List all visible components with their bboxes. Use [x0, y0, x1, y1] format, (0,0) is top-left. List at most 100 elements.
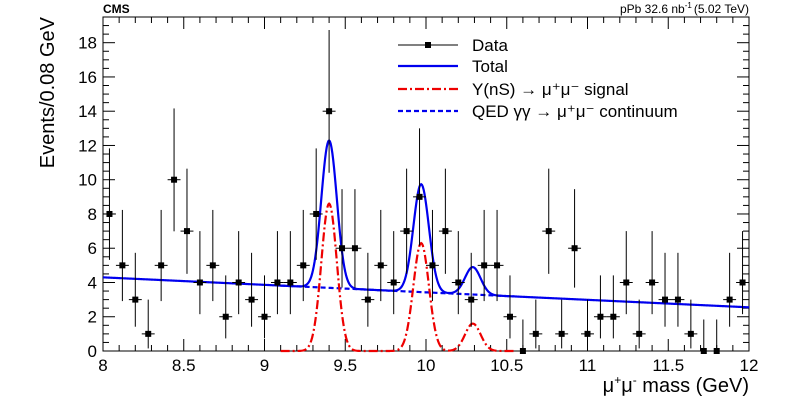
data-marker	[261, 313, 268, 320]
data-point	[387, 231, 401, 315]
data-point	[400, 168, 414, 274]
x-tick-label: 11.5	[652, 356, 684, 375]
data-marker	[649, 279, 656, 286]
legend-entry-signal: Υ(nS) → μ⁺μ⁻ signal	[398, 80, 629, 99]
data-marker	[274, 279, 281, 286]
x-tick-label: 10	[417, 356, 436, 375]
data-point	[348, 189, 362, 288]
data-point	[516, 319, 530, 354]
data-point	[374, 209, 388, 302]
xlabel-mu2: μ	[621, 375, 633, 397]
data-point	[658, 252, 672, 327]
data-points	[103, 29, 749, 354]
data-marker	[726, 296, 733, 303]
y-tick-label: 8	[88, 205, 97, 224]
legend-data-label: Data	[472, 36, 508, 55]
data-point	[736, 231, 749, 315]
data-point	[245, 252, 259, 327]
data-marker	[455, 279, 462, 286]
data-point	[309, 148, 323, 260]
data-point	[464, 252, 478, 327]
data-point	[451, 231, 465, 315]
data-point	[438, 168, 452, 274]
data-point	[232, 231, 246, 315]
data-point	[593, 275, 607, 339]
dataset-text: pPb 32.6 nb	[620, 2, 685, 16]
data-point	[632, 299, 646, 349]
data-point	[426, 209, 439, 302]
data-point	[154, 209, 168, 302]
data-marker	[674, 296, 681, 303]
legend-continuum-label: QED γγ → μ⁺μ⁻ continuum	[472, 102, 678, 121]
total-curve	[102, 138, 750, 309]
data-marker	[468, 296, 475, 303]
data-marker	[171, 176, 178, 183]
xlabel-plus: +	[614, 373, 621, 387]
data-point	[542, 168, 556, 274]
data-point	[283, 231, 297, 315]
data-marker	[700, 348, 707, 354]
data-marker	[636, 330, 643, 337]
data-point	[115, 209, 129, 302]
data-point	[723, 252, 737, 327]
data-point	[710, 319, 724, 354]
y-axis-title: Events/0.08 GeV	[37, 16, 59, 168]
x-tick-label: 9.5	[333, 356, 357, 375]
legend-total-label: Total	[472, 57, 508, 76]
data-marker	[339, 245, 346, 252]
x-axis-ticks	[102, 17, 750, 351]
data-marker	[209, 262, 216, 269]
data-marker	[145, 330, 152, 337]
data-marker	[313, 210, 320, 217]
data-marker	[326, 108, 333, 115]
x-tick-label: 12	[740, 356, 759, 375]
data-marker	[545, 228, 552, 235]
data-point	[645, 231, 659, 315]
data-marker	[196, 279, 203, 286]
data-marker	[287, 279, 294, 286]
data-point	[103, 148, 116, 260]
data-marker	[597, 313, 604, 320]
data-marker	[532, 330, 539, 337]
data-point	[258, 275, 271, 339]
data-marker	[584, 330, 591, 337]
experiment-label: CMS	[103, 2, 130, 16]
data-marker	[662, 296, 669, 303]
data-marker	[351, 245, 358, 252]
legend-signal-label: Υ(nS) → μ⁺μ⁻ signal	[472, 80, 629, 99]
y-tick-label: 2	[88, 308, 97, 327]
data-point	[219, 275, 233, 339]
continuum-curve	[280, 284, 515, 298]
data-marker	[158, 262, 165, 269]
data-marker	[623, 279, 630, 286]
data-marker	[494, 262, 501, 269]
signal-curve	[280, 202, 515, 353]
data-point	[671, 252, 685, 327]
data-point	[581, 299, 594, 349]
legend-entry-continuum: QED γγ → μ⁺μ⁻ continuum	[398, 102, 678, 121]
y-tick-label: 10	[78, 171, 97, 190]
data-marker	[442, 228, 449, 235]
dataset-sup: -1	[685, 1, 693, 10]
data-point	[684, 299, 698, 349]
data-marker	[377, 262, 384, 269]
data-point	[697, 319, 711, 354]
data-marker	[713, 348, 720, 354]
data-point	[529, 299, 543, 349]
y-tick-label: 14	[78, 102, 97, 121]
data-marker	[481, 262, 488, 269]
x-tick-label: 11	[579, 356, 597, 375]
legend: Data Total Υ(nS) → μ⁺μ⁻ signal QED γγ → …	[398, 36, 678, 121]
data-point	[490, 209, 504, 302]
data-marker	[183, 228, 190, 235]
y-axis-ticks	[103, 25, 749, 352]
data-marker	[403, 228, 410, 235]
curves	[102, 138, 750, 353]
data-marker	[506, 313, 513, 320]
y-axis-tick-labels: 0 2 4 6 8 10 12 14 16 18	[78, 34, 97, 361]
y-tick-label: 0	[88, 342, 97, 361]
data-point	[206, 209, 220, 302]
data-point	[128, 252, 142, 327]
data-marker	[429, 262, 436, 269]
